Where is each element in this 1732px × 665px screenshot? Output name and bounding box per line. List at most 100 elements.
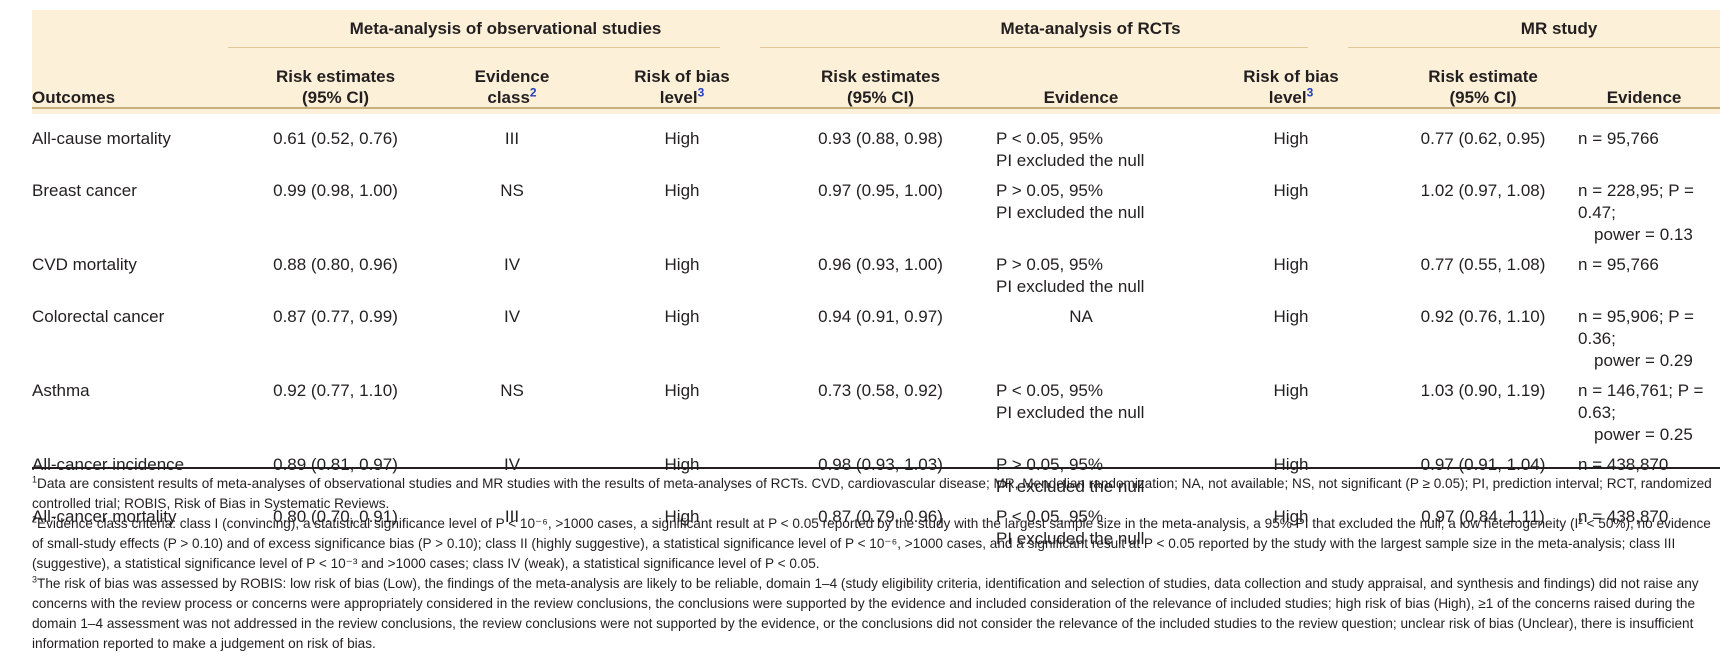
rct-bias-cell-line: High [1273,255,1309,274]
mr-evidence-cell-line: power = 0.25 [1594,425,1693,444]
rct-bias-cell-line: High [1273,181,1309,200]
obs-risk-cell: 0.61 (0.52, 0.76) [228,114,443,172]
rct-bias-cell-line: High [1273,455,1309,474]
obs-bias-cell-line: High [664,455,700,474]
rct-evidence-cell-line: PI excluded the null [996,203,1145,222]
rct-evidence-cell-line: P > 0.05, 95% [996,181,1103,200]
rct-evidence-cell-line: P < 0.05, 95% [996,129,1103,148]
col-obs-bias: Risk of bias level3 [581,47,783,114]
rct-evidence-cell-line: PI excluded the null [996,477,1145,496]
rct-evidence-cell: P < 0.05, 95% PI excluded the null [978,114,1184,172]
obs-bias-cell: High [581,372,783,446]
col-obs-class: Evidence class2 [443,47,581,114]
group-mr: MR study [1398,10,1721,47]
rct-evidence-cell-line: P < 0.05, 95% [996,381,1103,400]
mr-evidence-cell: n = 438,870 [1568,446,1720,498]
outcome-cell-line: CVD mortality [32,255,137,274]
table-row: CVD mortality 0.88 (0.80, 0.96) IV High 0.96… [32,246,1720,298]
rct-bias-cell: High [1184,172,1398,246]
mr-risk-cell: 0.77 (0.55, 1.08) [1398,246,1568,298]
obs-risk-cell: 0.87 (0.77, 0.99) [228,298,443,372]
obs-bias-cell: High [581,246,783,298]
rct-bias-cell: High [1184,498,1398,550]
mr-evidence-cell: n = 95,766 [1568,246,1720,298]
outcome-cell-line: All-cancer incidence [32,455,185,474]
group-rule-observational [228,47,720,48]
obs-risk-cell-line: 0.89 (0.81, 0.97) [273,455,398,474]
obs-bias-cell-line: High [664,381,700,400]
table-row: All-cause mortality 0.61 (0.52, 0.76) III H… [32,114,1720,172]
mr-evidence-cell-line: n = 146,761; P = 0.63; [1578,381,1704,422]
mr-risk-cell-line: 0.97 (0.84, 1.11) [1421,507,1545,526]
mr-risk-cell-line: 0.77 (0.62, 0.95) [1420,129,1546,148]
obs-bias-cell: High [581,298,783,372]
rct-evidence-cell: P > 0.05, 95% PI excluded the null [978,172,1184,246]
rct-bias-cell-line: High [1273,129,1309,148]
obs-bias-cell-line: High [664,181,700,200]
rct-evidence-cell-line: NA [1069,307,1093,326]
outcome-cell-line: Asthma [32,381,90,400]
mr-risk-cell-line: 1.03 (0.90, 1.19) [1420,381,1546,400]
mr-evidence-cell-line: n = 95,766 [1578,255,1659,274]
mr-risk-cell: 0.97 (0.84, 1.11) [1398,498,1568,550]
obs-class-cell-line: NS [500,181,524,200]
group-rule-mr [1348,47,1720,48]
outcome-cell-line: Colorectal cancer [32,307,165,326]
header-bottom-rule [32,107,1720,109]
mr-evidence-cell-line: n = 95,906; P = 0.36; [1578,307,1694,348]
outcome-cell: All-cancer incidence [32,446,228,498]
group-observational: Meta-analysis of observational studies [228,10,783,47]
mr-evidence-cell-line: n = 95,766 [1578,129,1659,148]
obs-class-cell: IV [443,446,581,498]
rct-evidence-cell-line: P > 0.05, 95% [996,455,1103,474]
obs-bias-cell-line: High [664,255,700,274]
mr-risk-cell: 0.92 (0.76, 1.10) [1398,298,1568,372]
rct-risk-cell: 0.96 (0.93, 1.00) [783,246,978,298]
obs-bias-cell-line: High [664,507,700,526]
obs-risk-cell-line: 0.88 (0.80, 0.96) [273,255,398,274]
rct-evidence-cell: P < 0.05, 95% PI excluded the null [978,372,1184,446]
obs-bias-cell: High [581,114,783,172]
rct-risk-cell: 0.94 (0.91, 0.97) [783,298,978,372]
rct-bias-cell-line: High [1273,381,1309,400]
obs-class-cell: III [443,114,581,172]
mr-evidence-cell: n = 438,870 [1568,498,1720,550]
col-outcomes: Outcomes [32,47,228,114]
rct-bias-cell-line: High [1273,307,1309,326]
rct-bias-cell: High [1184,298,1398,372]
rct-risk-cell: 0.93 (0.88, 0.98) [783,114,978,172]
obs-risk-cell-line: 0.92 (0.77, 1.10) [273,381,398,400]
outcome-cell: Asthma [32,372,228,446]
obs-class-cell: IV [443,298,581,372]
rct-evidence-cell-line: PI excluded the null [996,529,1145,548]
rct-risk-cell-line: 0.98 (0.93, 1.03) [818,455,943,474]
mr-risk-cell: 0.97 (0.91, 1.04) [1398,446,1568,498]
mr-evidence-cell: n = 146,761; P = 0.63; power = 0.25 [1568,372,1720,446]
outcome-cell: Breast cancer [32,172,228,246]
mr-evidence-cell-line: n = 438,870 [1578,507,1669,526]
obs-class-cell: NS [443,372,581,446]
header-group-row: Meta-analysis of observational studies M… [32,10,1721,47]
footnote-2: 2Evidence class criteria: class I (convi… [32,514,1711,571]
mr-risk-cell: 1.03 (0.90, 1.19) [1398,372,1568,446]
obs-risk-cell-line: 0.80 (0.70, 0.91) [273,507,398,526]
footnote-1: 1Data are consistent results of meta-ana… [32,474,1712,511]
rct-risk-cell: 0.73 (0.58, 0.92) [783,372,978,446]
mr-evidence-cell-line: n = 438,870 [1578,455,1669,474]
table-row: Colorectal cancer 0.87 (0.77, 0.99) IV High… [32,298,1720,372]
obs-class-cell-line: IV [503,455,521,474]
obs-class-cell: IV [443,246,581,298]
rct-risk-cell-line: 0.97 (0.95, 1.00) [818,181,943,200]
obs-class-cell-line: IV [503,307,521,326]
group-rcts: Meta-analysis of RCTs [783,10,1399,47]
mr-evidence-cell-line: n = 228,95; P = 0.47; [1578,181,1694,222]
obs-bias-cell: High [581,498,783,550]
outcome-cell: CVD mortality [32,246,228,298]
mr-evidence-cell-line: power = 0.13 [1594,225,1693,244]
rct-bias-cell: High [1184,246,1398,298]
table-body: All-cause mortality 0.61 (0.52, 0.76) III H… [32,114,1720,550]
rct-risk-cell-line: 0.93 (0.88, 0.98) [818,129,943,148]
obs-risk-cell: 0.80 (0.70, 0.91) [228,498,443,550]
outcome-cell: Colorectal cancer [32,298,228,372]
rct-risk-cell-line: 0.87 (0.79, 0.96) [818,507,943,526]
